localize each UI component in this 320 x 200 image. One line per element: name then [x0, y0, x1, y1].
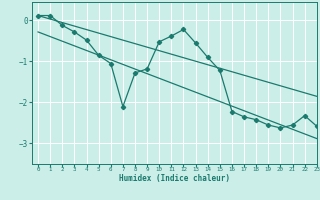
- X-axis label: Humidex (Indice chaleur): Humidex (Indice chaleur): [119, 174, 230, 183]
